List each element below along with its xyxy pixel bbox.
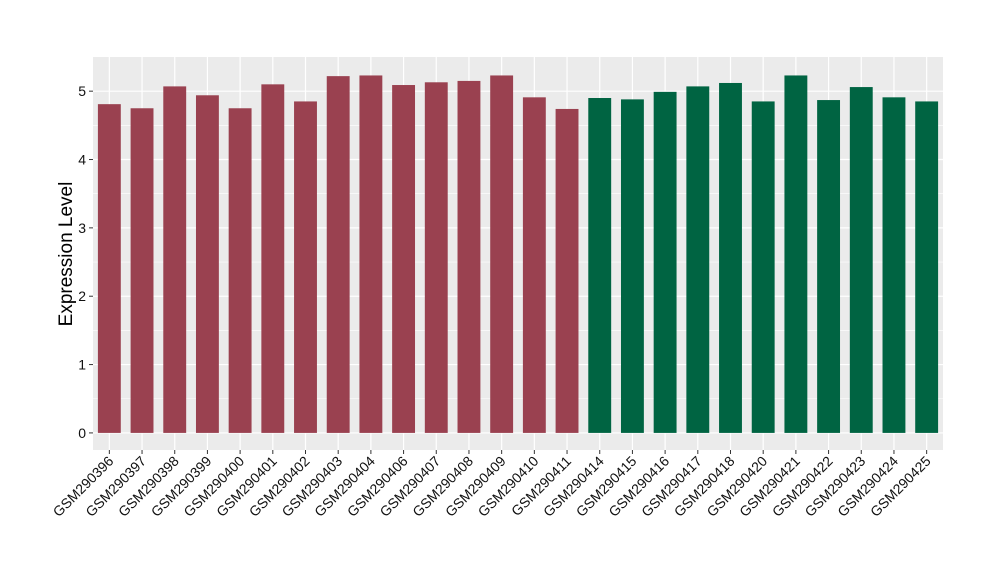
bar-GSM290420 xyxy=(751,101,775,433)
bar-GSM290406 xyxy=(392,85,416,433)
bar-GSM290398 xyxy=(163,86,187,433)
y-tick-label: 3 xyxy=(78,220,86,236)
bar-GSM290418 xyxy=(719,82,742,433)
bar-GSM290402 xyxy=(294,101,317,433)
bar-GSM290415 xyxy=(620,99,644,433)
y-tick-label: 1 xyxy=(78,357,86,373)
y-axis-label: Expression Level xyxy=(56,182,77,327)
bar-GSM290399 xyxy=(195,95,219,433)
bar-GSM290423 xyxy=(849,87,873,433)
bar-GSM290408 xyxy=(457,80,481,433)
x-axis: GSM290396GSM290397GSM290398GSM290399GSM2… xyxy=(50,450,934,520)
bar-GSM290407 xyxy=(424,82,448,433)
y-tick-label: 2 xyxy=(78,288,86,304)
y-tick-label: 0 xyxy=(78,425,86,441)
bar-GSM290411 xyxy=(555,108,579,433)
bar-GSM290400 xyxy=(228,108,252,433)
bar-GSM290424 xyxy=(882,97,906,433)
bar-GSM290421 xyxy=(784,75,808,433)
y-axis: 0 1 2 3 4 5 xyxy=(78,83,93,441)
bar-GSM290416 xyxy=(653,91,677,433)
bars xyxy=(97,75,939,433)
y-tick-label: 5 xyxy=(78,83,86,99)
bar-GSM290410 xyxy=(522,97,546,433)
y-tick-label: 4 xyxy=(78,152,86,168)
bar-GSM290403 xyxy=(326,76,350,433)
bar-GSM290396 xyxy=(97,104,121,433)
bar-GSM290414 xyxy=(588,98,612,433)
bar-GSM290422 xyxy=(817,100,841,433)
bar-GSM290409 xyxy=(490,75,514,433)
bar-GSM290397 xyxy=(130,108,154,433)
bar-GSM290425 xyxy=(915,101,939,433)
bar-GSM290417 xyxy=(686,86,710,433)
bar-GSM290404 xyxy=(359,75,383,433)
plot-panel xyxy=(93,57,943,450)
bar-GSM290401 xyxy=(261,84,285,433)
